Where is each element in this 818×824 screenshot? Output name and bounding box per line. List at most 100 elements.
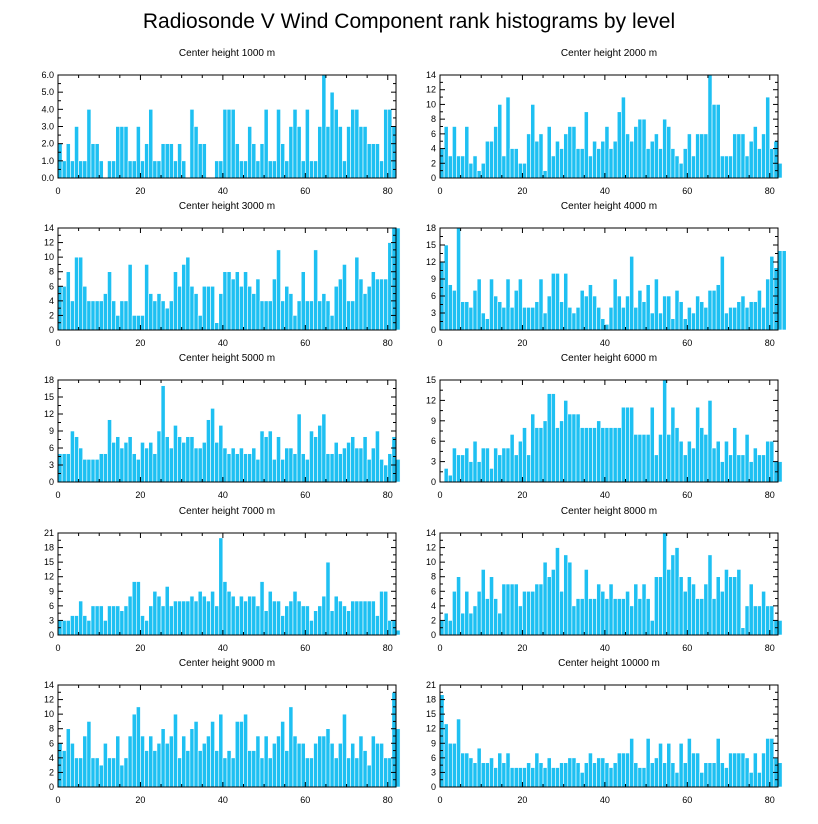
histogram-bar (468, 757, 474, 788)
histogram-bar (497, 454, 503, 483)
histogram-bar (645, 148, 651, 179)
histogram-bar (666, 295, 672, 331)
histogram-bar (439, 694, 445, 788)
histogram-bar (625, 133, 630, 179)
histogram-bar (468, 461, 474, 483)
histogram-bar (230, 447, 236, 483)
histogram-bar (555, 547, 560, 636)
histogram-bar (719, 155, 725, 179)
y-tick-label: 6 (431, 291, 436, 301)
histogram-bar (600, 318, 606, 331)
histogram-bar (600, 757, 606, 788)
histogram-bar (131, 581, 137, 636)
histogram-bar (259, 143, 265, 179)
histogram-bar (173, 425, 178, 483)
histogram-bar (144, 620, 149, 636)
histogram-bar (719, 590, 725, 636)
histogram-bar (740, 295, 746, 331)
histogram-bar (140, 735, 145, 788)
histogram-bar (78, 757, 84, 788)
x-tick-label: 40 (600, 186, 610, 196)
histogram-bar (362, 600, 368, 636)
y-tick-label: 5.0 (41, 87, 54, 97)
histogram-bar (70, 300, 75, 331)
histogram-bar (489, 278, 494, 331)
histogram-bar (542, 312, 548, 331)
y-tick-label: 6 (49, 443, 54, 453)
histogram-bar (305, 459, 310, 483)
histogram-bar (567, 307, 573, 331)
histogram-bar (509, 583, 515, 636)
histogram-bar (546, 576, 552, 636)
histogram-bar (160, 385, 166, 483)
histogram-bar (160, 300, 166, 331)
y-tick-label: 14 (44, 680, 54, 690)
histogram-bar (530, 104, 536, 179)
histogram-bar (550, 569, 556, 636)
histogram-bar (272, 600, 277, 636)
histogram-bar (604, 427, 610, 483)
histogram-bar (214, 750, 220, 788)
histogram-bar (329, 742, 335, 788)
histogram-bar (485, 598, 490, 636)
histogram-bar (350, 742, 356, 788)
histogram-bar (654, 454, 659, 483)
y-tick-label: 3 (431, 457, 436, 467)
histogram-bar (119, 764, 125, 788)
histogram-bar (111, 757, 117, 788)
x-tick-label: 80 (765, 643, 775, 653)
histogram-bar (230, 278, 236, 331)
histogram-bar (189, 285, 195, 331)
y-tick-label: 18 (426, 695, 436, 705)
histogram-bar (214, 442, 220, 483)
x-tick-label: 0 (437, 186, 442, 196)
histogram-bar (616, 427, 622, 483)
histogram-bar (342, 447, 347, 483)
histogram-bar (485, 318, 490, 331)
y-tick-label: 0.0 (41, 173, 54, 183)
histogram-bar (230, 757, 236, 788)
histogram-bar (550, 393, 556, 483)
histogram-bar (724, 312, 729, 331)
histogram-bar (571, 312, 577, 331)
x-tick-label: 80 (383, 795, 393, 805)
histogram-bar (530, 767, 536, 788)
histogram-bar (296, 300, 302, 331)
y-tick-label: 2 (431, 615, 436, 625)
histogram-bar (740, 627, 746, 636)
histogram-bar (649, 762, 655, 788)
histogram-bar (765, 440, 771, 483)
histogram-bar (666, 126, 672, 179)
histogram-bar (140, 442, 145, 483)
histogram-bar (629, 406, 635, 483)
histogram-bar (90, 605, 96, 636)
histogram-bar (61, 620, 67, 636)
histogram-bar (366, 600, 372, 636)
histogram-bar (724, 155, 729, 179)
histogram-bar (379, 590, 384, 636)
histogram-bar (226, 453, 232, 483)
histogram-bar (744, 307, 750, 331)
histogram-bar (571, 413, 577, 483)
histogram-bar (637, 290, 643, 331)
histogram-bar (456, 155, 461, 179)
y-tick-label: 6.0 (41, 70, 54, 80)
x-tick-label: 80 (765, 338, 775, 348)
x-tick-label: 20 (517, 490, 527, 500)
histogram-bar (703, 762, 709, 788)
histogram-bar (296, 413, 302, 483)
histogram-bar (144, 264, 149, 331)
histogram-bar (267, 160, 273, 179)
histogram-bar (728, 155, 733, 179)
y-tick-label: 21 (426, 680, 436, 690)
histogram-bar (616, 295, 622, 331)
histogram-bar (600, 140, 606, 179)
histogram-bar (711, 598, 717, 636)
histogram-bar (579, 290, 585, 331)
histogram-bar (649, 312, 655, 331)
histogram-bar (526, 133, 531, 179)
histogram-bar (757, 605, 762, 636)
histogram-bar (509, 148, 515, 179)
histogram-bar (518, 767, 523, 788)
histogram-bar (662, 379, 668, 483)
